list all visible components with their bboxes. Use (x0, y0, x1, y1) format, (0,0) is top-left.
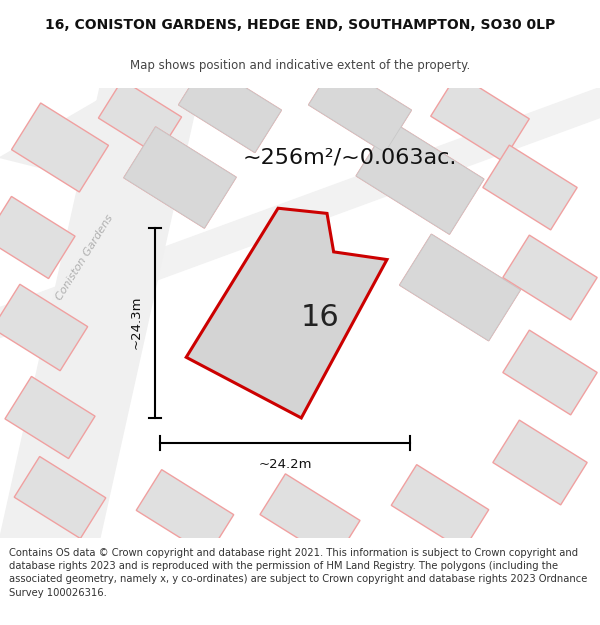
Polygon shape (186, 208, 387, 418)
Polygon shape (431, 74, 529, 161)
Polygon shape (14, 456, 106, 539)
Text: Coniston Gardens: Coniston Gardens (55, 213, 115, 302)
Text: ~256m²/~0.063ac.: ~256m²/~0.063ac. (243, 148, 457, 168)
Text: Contains OS data © Crown copyright and database right 2021. This information is : Contains OS data © Crown copyright and d… (9, 548, 587, 598)
Polygon shape (0, 196, 75, 279)
Polygon shape (503, 330, 597, 415)
Polygon shape (179, 62, 281, 152)
Text: 16: 16 (301, 303, 340, 332)
Polygon shape (0, 88, 600, 338)
Polygon shape (136, 469, 234, 556)
Text: Map shows position and indicative extent of the property.: Map shows position and indicative extent… (130, 59, 470, 72)
Polygon shape (11, 103, 109, 192)
Text: 16, CONISTON GARDENS, HEDGE END, SOUTHAMPTON, SO30 0LP: 16, CONISTON GARDENS, HEDGE END, SOUTHAM… (45, 18, 555, 32)
Polygon shape (400, 234, 520, 341)
Polygon shape (308, 62, 412, 152)
Polygon shape (5, 376, 95, 459)
Polygon shape (483, 145, 577, 230)
Polygon shape (391, 464, 489, 551)
Polygon shape (0, 88, 200, 538)
Polygon shape (493, 420, 587, 505)
Text: ~24.3m: ~24.3m (130, 296, 143, 349)
Polygon shape (503, 235, 597, 320)
Polygon shape (0, 88, 160, 168)
Polygon shape (179, 62, 281, 152)
Polygon shape (356, 121, 484, 234)
Polygon shape (124, 127, 236, 228)
Polygon shape (124, 127, 236, 228)
Polygon shape (98, 80, 182, 155)
Polygon shape (260, 474, 360, 561)
Polygon shape (308, 62, 412, 152)
Text: ~24.2m: ~24.2m (258, 458, 312, 471)
Polygon shape (400, 234, 520, 341)
Polygon shape (0, 284, 88, 371)
Polygon shape (356, 121, 484, 234)
